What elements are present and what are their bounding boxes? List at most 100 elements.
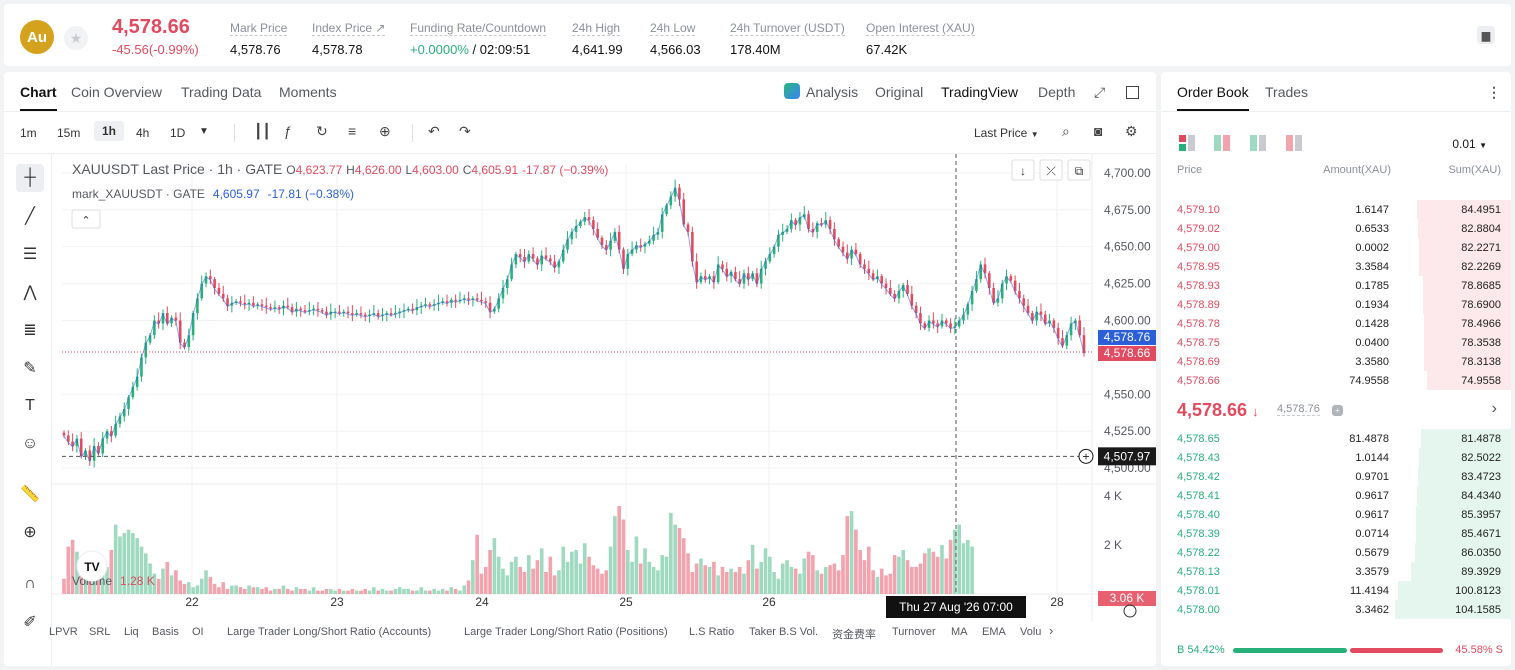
crosshair-icon[interactable]: ┼ <box>16 164 44 192</box>
ask-row[interactable]: 4,578.78 0.1428 78.4966 <box>1161 314 1511 333</box>
candle-body <box>523 257 526 262</box>
chevron-right-icon[interactable]: › <box>1491 400 1497 417</box>
stat-label[interactable]: Index Price ↗ <box>312 21 386 36</box>
expand-icon[interactable]: ⤢ <box>1094 84 1106 100</box>
candlestick-chart[interactable]: 4,700.00 4,675.00 4,650.00 4,625.00 4,600.00… <box>52 154 1156 622</box>
emoji-icon[interactable]: ☺ <box>21 435 39 452</box>
arrow-down-button[interactable] <box>1011 159 1035 181</box>
price-type-select[interactable]: Last Price ▼ <box>974 126 1039 140</box>
ask-row[interactable]: 4,578.95 3.3584 82.2269 <box>1161 257 1511 276</box>
window-icon[interactable] <box>1126 86 1139 99</box>
pencil-icon[interactable]: ✐ <box>23 614 37 631</box>
timeframe-1d[interactable]: 1D <box>170 126 186 140</box>
fullscreen-button[interactable] <box>1067 159 1091 181</box>
ask-row[interactable]: 4,578.93 0.1785 78.8685 <box>1161 276 1511 295</box>
magnet-icon[interactable]: ∩ <box>24 575 36 592</box>
bid-row[interactable]: 4,578.40 0.9617 85.3957 <box>1161 505 1511 524</box>
indicator-srl[interactable]: SRL <box>89 626 111 638</box>
pattern-icon[interactable]: ⋀ <box>23 284 37 301</box>
fib-icon[interactable]: ≣ <box>23 322 37 339</box>
timeframe-4h[interactable]: 4h <box>136 126 150 140</box>
bid-row[interactable]: 4,578.42 0.9701 83.4723 <box>1161 467 1511 486</box>
ask-row[interactable]: 4,579.10 1.6147 84.4951 <box>1161 200 1511 219</box>
text-tool-icon[interactable]: T <box>25 397 35 414</box>
view-tradingview[interactable]: TradingView <box>941 84 1019 100</box>
undo-icon[interactable]: ↶ <box>428 123 440 139</box>
ask-row[interactable]: 4,578.69 3.3580 78.3138 <box>1161 352 1511 371</box>
indicator-ls-ratio[interactable]: L.S Ratio <box>689 626 735 638</box>
collapse-button[interactable] <box>1039 159 1063 181</box>
axis-settings-icon[interactable] <box>1123 604 1137 618</box>
ask-row[interactable]: 4,579.00 0.0002 82.2271 <box>1161 238 1511 257</box>
candle-body <box>691 231 694 262</box>
bid-row[interactable]: 4,578.00 3.3462 104.1585 <box>1161 600 1511 619</box>
template-icon[interactable]: ≡ <box>348 123 357 139</box>
timeframe-1h[interactable]: 1h <box>94 121 125 141</box>
timeframe-1m[interactable]: 1m <box>20 126 37 140</box>
indicator-ls-positions[interactable]: Large Trader Long/Short Ratio (Positions… <box>464 626 668 638</box>
tab-trading-data[interactable]: Trading Data <box>181 84 262 100</box>
view-original[interactable]: Original <box>875 84 924 100</box>
indicator-turnover[interactable]: Turnover <box>892 626 936 638</box>
chevron-right-icon[interactable]: › <box>1049 623 1054 638</box>
collapse-legend-button[interactable] <box>71 209 101 229</box>
ruler-icon[interactable]: 📏 <box>20 486 40 503</box>
bid-row[interactable]: 4,578.43 1.0144 82.5022 <box>1161 448 1511 467</box>
layout-asks-icon[interactable] <box>1286 135 1302 151</box>
search-icon[interactable]: ⌕ <box>1062 123 1070 139</box>
stat-label[interactable]: Funding Rate/Countdown <box>410 21 547 36</box>
redo-icon[interactable]: ↷ <box>459 123 471 139</box>
layout-bids-icon[interactable] <box>1250 135 1266 151</box>
indicator-lpvr[interactable]: LPVR <box>49 626 78 638</box>
layout-split-icon[interactable] <box>1214 135 1230 151</box>
add-plus-icon[interactable]: ⊕ <box>379 123 391 139</box>
bid-row[interactable]: 4,578.65 81.4878 81.4878 <box>1161 429 1511 448</box>
camera-icon[interactable]: ◙ <box>1094 123 1103 139</box>
indicator-volume[interactable]: Volu <box>1020 626 1042 638</box>
bid-row[interactable]: 4,578.41 0.9617 84.4340 <box>1161 486 1511 505</box>
candle-body <box>785 228 789 232</box>
candle-type-icon[interactable]: ┃┃ <box>254 123 271 139</box>
indicator-liq[interactable]: Liq <box>124 626 139 638</box>
indicator-taker-bs[interactable]: Taker B.S Vol. <box>749 626 819 638</box>
bid-row[interactable]: 4,578.01 11.4194 100.8123 <box>1161 581 1511 600</box>
view-depth[interactable]: Depth <box>1038 84 1076 100</box>
timeframe-15m[interactable]: 15m <box>57 126 81 140</box>
tab-coin-overview[interactable]: Coin Overview <box>71 84 163 100</box>
tab-moments[interactable]: Moments <box>279 84 337 100</box>
add-alert-icon[interactable] <box>1078 448 1094 464</box>
refresh-icon[interactable]: ↻ <box>316 123 328 139</box>
ask-row[interactable]: 4,578.75 0.0400 78.3538 <box>1161 333 1511 352</box>
indicator-ls-accounts[interactable]: Large Trader Long/Short Ratio (Accounts) <box>227 626 432 638</box>
tab-trades[interactable]: Trades <box>1265 84 1309 100</box>
layout-both-icon[interactable] <box>1179 135 1195 151</box>
stat-label[interactable]: Mark Price <box>230 21 288 36</box>
tab-chart[interactable]: Chart <box>20 84 57 111</box>
horizontal-lines-icon[interactable]: ☰ <box>22 246 38 263</box>
bid-row[interactable]: 4,578.13 3.3579 89.3929 <box>1161 562 1511 581</box>
indicator-basis[interactable]: Basis <box>152 626 179 638</box>
zoom-in-icon[interactable]: ⊕ <box>23 524 37 541</box>
ask-row[interactable]: 4,579.02 0.6533 82.8804 <box>1161 219 1511 238</box>
bid-row[interactable]: 4,578.22 0.5679 86.0350 <box>1161 543 1511 562</box>
bid-row[interactable]: 4,578.39 0.0714 85.4671 <box>1161 524 1511 543</box>
notebook-icon[interactable]: ▆ <box>1477 26 1495 44</box>
indicator-ema[interactable]: EMA <box>982 626 1006 638</box>
indicator-oi[interactable]: OI <box>192 626 204 638</box>
row-amount: 0.0714 <box>1355 528 1389 540</box>
gear-icon[interactable]: ⚙ <box>1125 123 1138 139</box>
chevron-down-icon[interactable]: ▼ <box>199 126 209 137</box>
ask-row[interactable]: 4,578.89 0.1934 78.6900 <box>1161 295 1511 314</box>
indicator-funding-rate[interactable]: 资金费率 <box>832 629 876 641</box>
tab-order-book[interactable]: Order Book <box>1177 84 1249 111</box>
view-analysis[interactable]: Analysis <box>806 84 859 100</box>
ask-row[interactable]: 4,578.66 74.9558 74.9558 <box>1161 371 1511 390</box>
indicator-ma[interactable]: MA <box>951 626 968 638</box>
precision-select[interactable]: 0.01 ▼ <box>1452 137 1487 151</box>
favorite-star-icon[interactable]: ★ <box>64 26 88 50</box>
indicators-icon[interactable]: ƒ <box>284 123 292 139</box>
more-icon[interactable]: ⋮ <box>1487 84 1501 100</box>
trend-line-icon[interactable]: ╱ <box>25 208 35 225</box>
stat-label[interactable]: Open Interest (XAU) <box>866 21 975 36</box>
brush-icon[interactable]: ✎ <box>23 360 37 377</box>
